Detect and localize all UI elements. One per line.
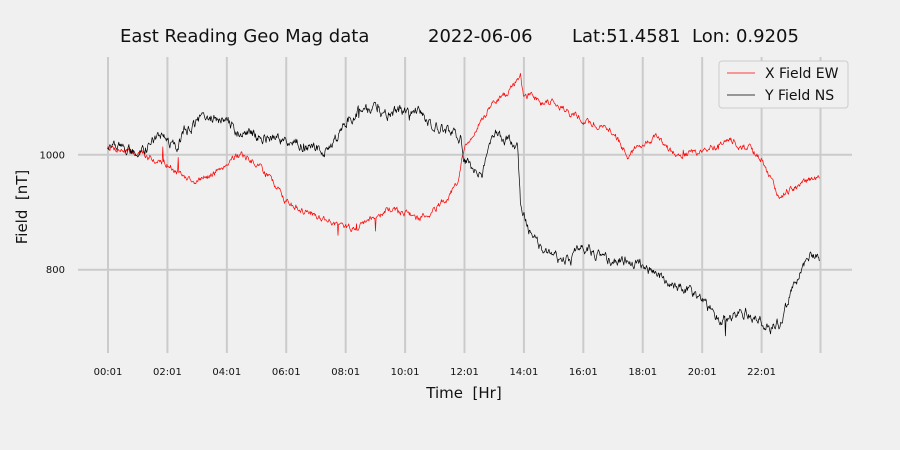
chart-title-date: 2022-06-06 (428, 26, 533, 47)
x-tick-label-1: 02:01 (153, 367, 182, 378)
series-line-y-field (107, 101, 820, 337)
x-tick-labels: 00:01 02:01 04:01 06:01 08:01 10:01 12:01 14:01… (94, 367, 776, 378)
legend: X Field EW Y Field NS (718, 60, 849, 109)
x-tick-label-7: 14:01 (510, 367, 539, 378)
y-tick-label-0: 800 (46, 265, 65, 276)
x-tick-label-10: 20:01 (688, 367, 717, 378)
x-tick-label-2: 04:01 (212, 367, 241, 378)
x-tick-label-8: 16:01 (569, 367, 598, 378)
x-tick-label-6: 12:01 (450, 367, 479, 378)
x-tick-label-11: 22:01 (747, 367, 776, 378)
x-tick-label-4: 08:01 (331, 367, 360, 378)
y-tick-label-1: 1000 (40, 150, 65, 161)
series-lines (107, 72, 820, 337)
legend-label-y-field: Y Field NS (764, 88, 834, 104)
x-tick-label-5: 10:01 (391, 367, 420, 378)
legend-label-x-field: X Field EW (765, 66, 839, 82)
chart-title-coords: Lat:51.4581 Lon: 0.9205 (572, 26, 799, 47)
chart-title-name: East Reading Geo Mag data (120, 26, 369, 47)
x-tick-label-0: 00:01 (94, 367, 123, 378)
y-tick-labels: 800 1000 (40, 150, 65, 276)
y-axis-label: Field [nT] (13, 170, 31, 245)
x-axis-label: Time [Hr] (425, 384, 501, 402)
x-tick-label-9: 18:01 (628, 367, 657, 378)
series-line-x-field (107, 72, 820, 236)
x-tick-label-3: 06:01 (272, 367, 301, 378)
